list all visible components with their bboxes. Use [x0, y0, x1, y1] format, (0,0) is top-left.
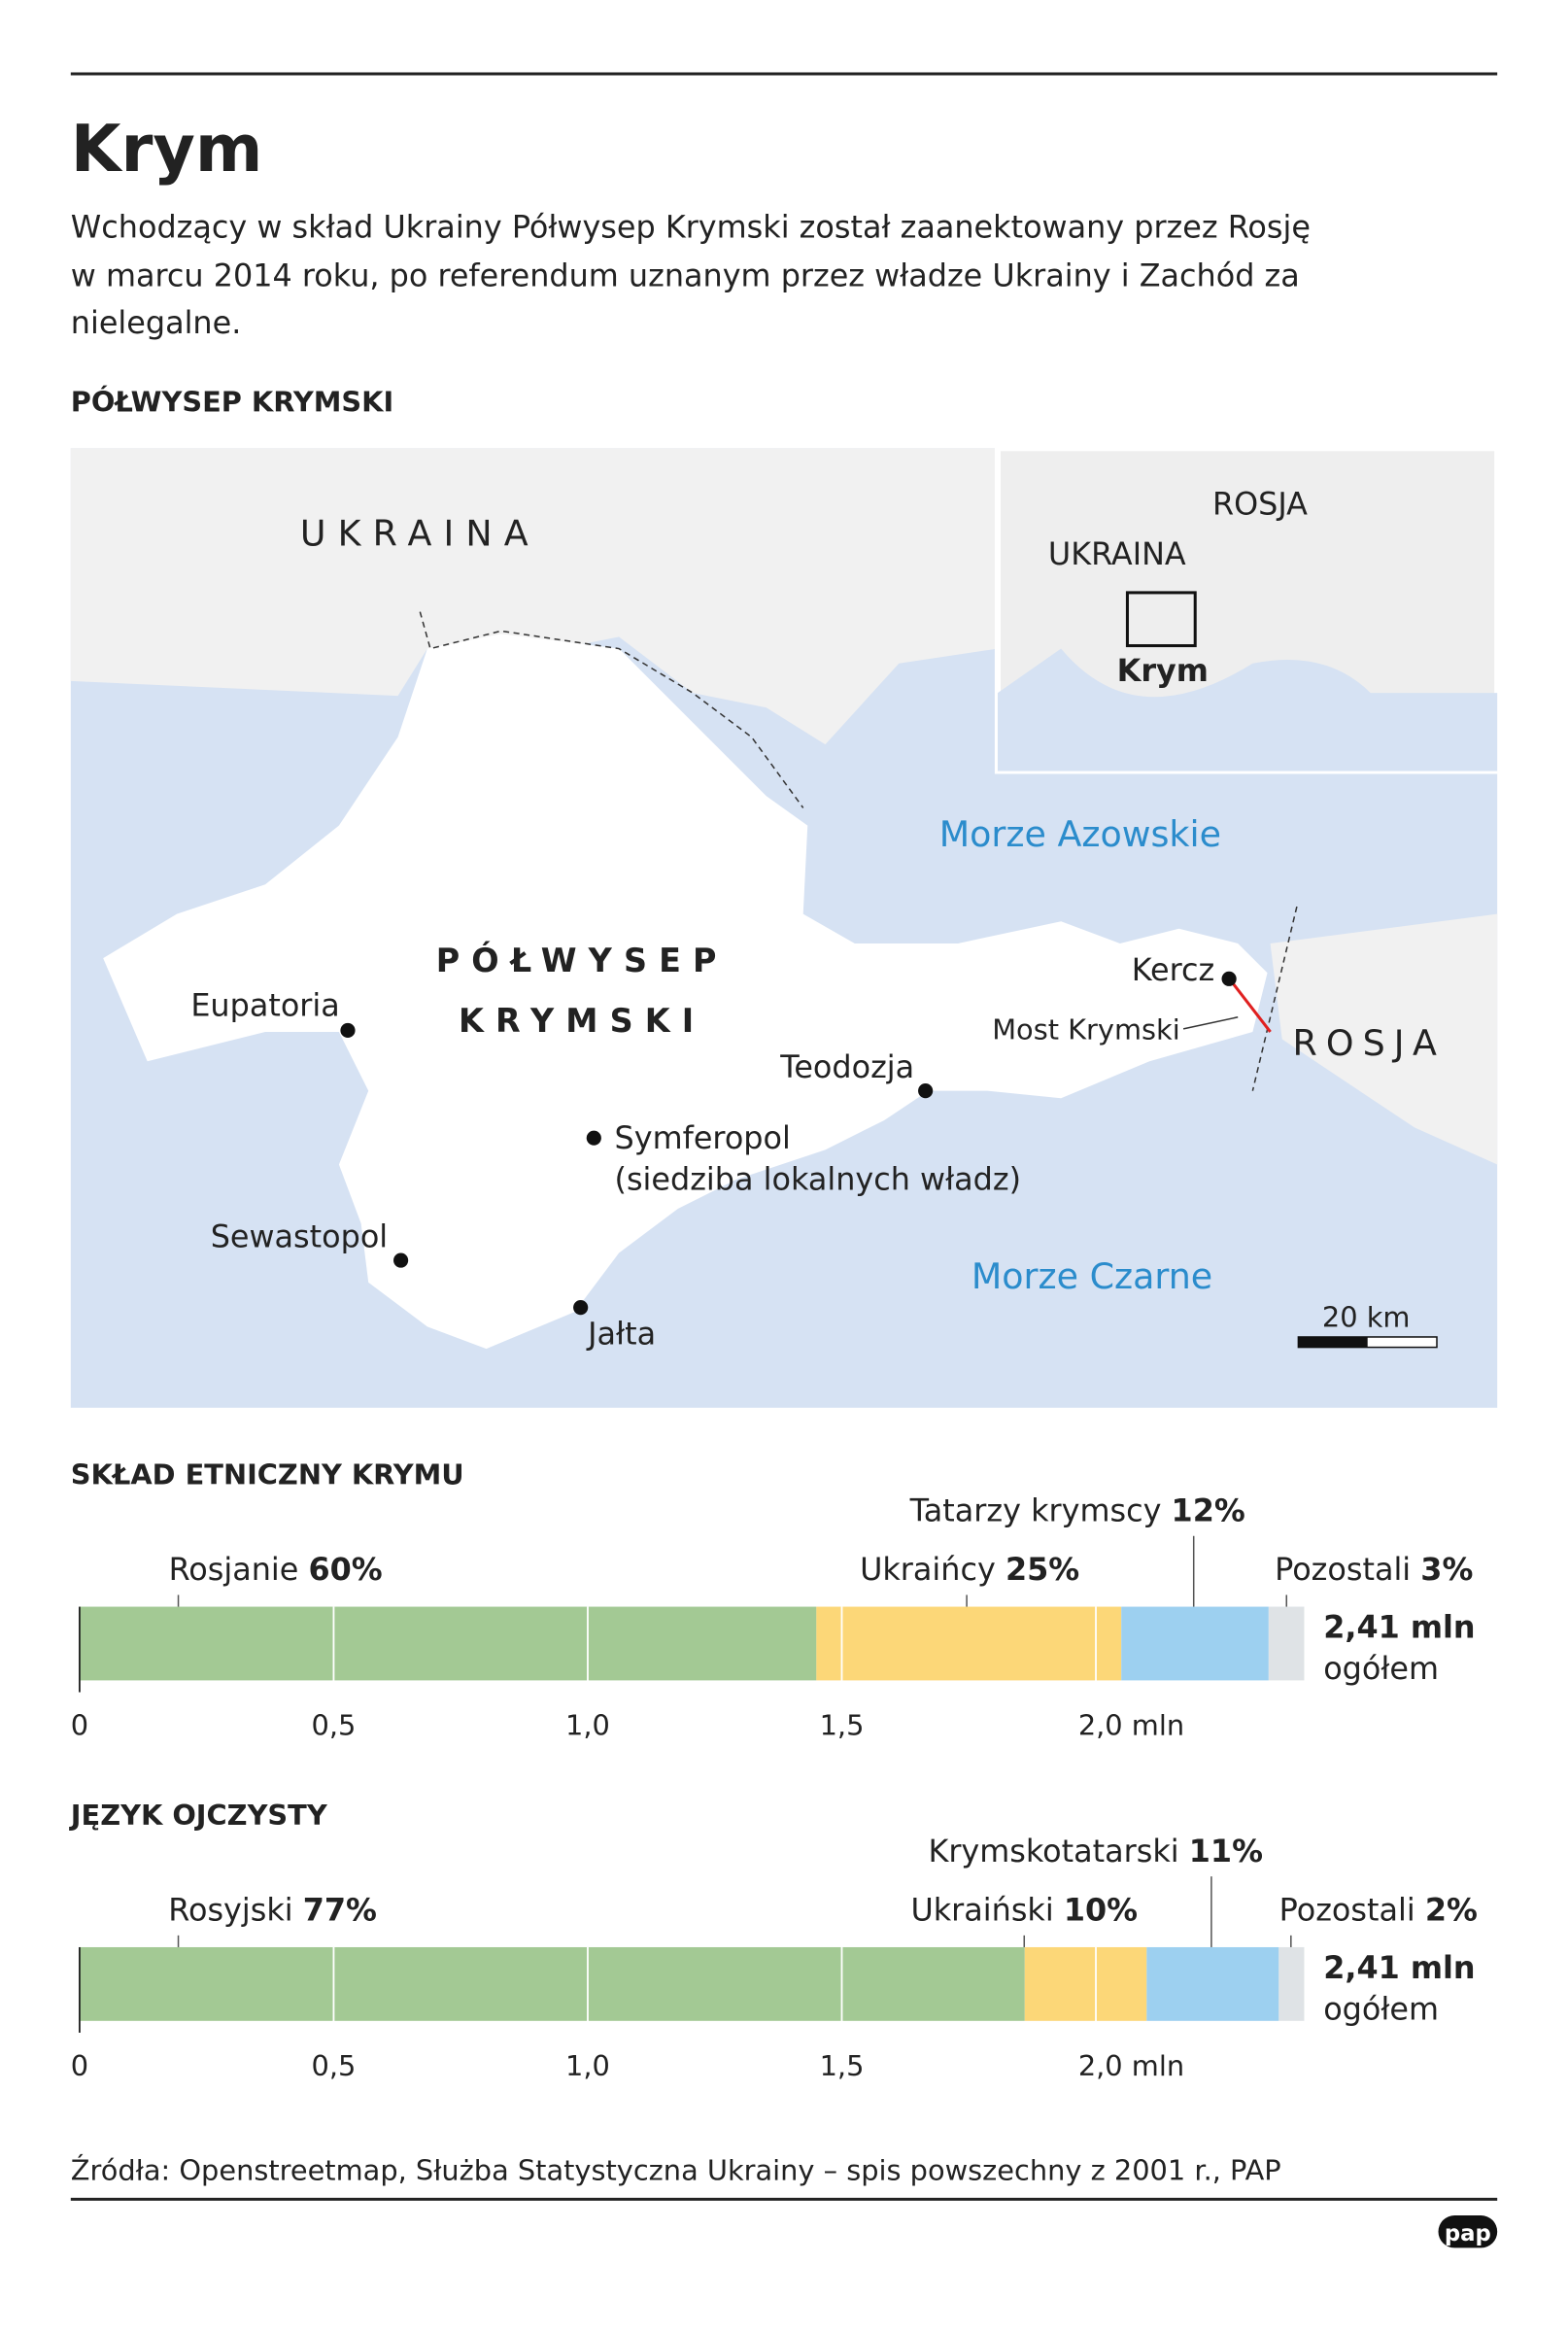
city [340, 1022, 356, 1039]
value-label: 60% [308, 1551, 382, 1588]
segment-label: Krymskotatarski 11% [928, 1833, 1263, 1869]
crimea [103, 634, 1268, 1350]
city [393, 1252, 409, 1268]
region-label: KRYMSKI [459, 1002, 705, 1040]
description: w marcu 2014 roku, po referendum uznanym… [71, 257, 1300, 293]
legend-name: Pozostali [1275, 1551, 1411, 1588]
city [918, 1083, 934, 1099]
segment-label: Ukraińcy 25% [860, 1551, 1079, 1588]
country-label: UKRAINA [300, 512, 540, 554]
logo-text: pap [1445, 2221, 1491, 2246]
segment-label: Pozostali 3% [1275, 1551, 1473, 1588]
border [1251, 906, 1298, 1091]
sea-label: Morze Czarne [971, 1255, 1212, 1297]
x-tick-label: 1,5 [820, 1709, 865, 1742]
city-label: Sewastopol [211, 1217, 388, 1254]
city-label: Symferopol [615, 1119, 791, 1156]
map: ROSJA UKRAINA Krym UKRAINA Morze Azowski… [70, 445, 1501, 1408]
scale-label: 20 km [1322, 1300, 1411, 1333]
segment-label: Rosjanie 60% [169, 1551, 383, 1588]
leader [1182, 1016, 1239, 1030]
description: Wchodzący w skład Ukrainy Półwysep Kryms… [71, 208, 1311, 245]
title: Krym [71, 111, 263, 187]
inset-label: Krym [1117, 652, 1209, 689]
legend-name: Krymskotatarski [928, 1833, 1178, 1869]
scale-bar [1298, 1336, 1368, 1348]
land [1270, 913, 1498, 1165]
country-label: ROSJA [1292, 1022, 1446, 1064]
city-label: Eupatoria [190, 986, 339, 1023]
value-label: 2% [1425, 1892, 1478, 1929]
description: nielegalne. [71, 304, 242, 341]
city [573, 1300, 589, 1316]
inset-frame [1125, 591, 1197, 648]
total-note: ogółem [1323, 1990, 1439, 2027]
legend-name: Rosyjski [168, 1892, 292, 1929]
legend-name: Tatarzy krymscy [909, 1492, 1162, 1529]
bar-segment [816, 1606, 1122, 1681]
city [1221, 971, 1237, 986]
total-label: 2,41 mln [1323, 1608, 1475, 1645]
segment-label: Ukraiński 10% [910, 1892, 1138, 1929]
land [70, 448, 998, 745]
logo [1438, 2215, 1498, 2248]
inset-label: ROSJA [1212, 486, 1308, 523]
bar-segment [1278, 1946, 1305, 2021]
legend-name: Pozostali [1279, 1892, 1415, 1929]
city-label: Teodozja [779, 1048, 914, 1085]
value-label: 3% [1420, 1551, 1473, 1588]
bar-segment [1121, 1606, 1269, 1681]
legend-name: Ukraińcy [860, 1551, 996, 1588]
source: Źródła: Openstreetmap, Służba Statystycz… [71, 2154, 1281, 2187]
city [586, 1130, 601, 1146]
x-tick-label: 2,0 mln [1078, 2049, 1184, 2082]
region-label: PÓŁWYSEP [436, 941, 729, 979]
city-note: (siedziba lokalnych władz) [615, 1160, 1021, 1197]
total-note: ogółem [1323, 1650, 1439, 1687]
inset-sea [997, 648, 1498, 772]
bridge-label: Most Krymski [992, 1013, 1180, 1046]
x-tick-label: 2,0 mln [1078, 1709, 1184, 1742]
section-title: PÓŁWYSEP KRYMSKI [71, 385, 393, 418]
bar-segment [1268, 1606, 1305, 1681]
bar-segment [79, 1606, 817, 1681]
border [419, 611, 804, 808]
value-label: 12% [1172, 1492, 1245, 1529]
total-label: 2,41 mln [1323, 1949, 1475, 1986]
segment-label: Pozostali 2% [1279, 1892, 1478, 1929]
city-label: Jałta [586, 1316, 656, 1353]
value-label: 10% [1064, 1892, 1138, 1929]
bar-segment [1146, 1946, 1279, 2021]
x-tick-label: 1,5 [820, 2049, 865, 2082]
x-tick-label: 0 [71, 2049, 88, 2082]
chart-title: SKŁAD ETNICZNY KRYMU [71, 1458, 464, 1492]
inset-label: UKRAINA [1048, 535, 1186, 572]
legend-name: Ukraiński [910, 1892, 1053, 1929]
charts: SKŁAD ETNICZNY KRYMU Rosjanie 60% Ukraińcy… [69, 1458, 1478, 2082]
bridge-line [1229, 978, 1272, 1033]
sea-label: Morze Azowskie [939, 813, 1221, 855]
city-label: Kercz [1132, 951, 1215, 988]
x-tick-label: 0 [71, 1709, 88, 1742]
value-label: 25% [1006, 1551, 1079, 1588]
bar-segment [1024, 1946, 1147, 2021]
chart-title: JĘZYK OJCZYSTY [69, 1799, 328, 1832]
x-tick-label: 1,0 [565, 1709, 610, 1742]
legend-name: Rosjanie [169, 1551, 299, 1588]
value-label: 77% [303, 1892, 377, 1929]
bar-segment [79, 1946, 1025, 2021]
x-tick-label: 1,0 [565, 2049, 610, 2082]
value-label: 11% [1189, 1833, 1263, 1869]
x-tick-label: 0,5 [312, 1709, 357, 1742]
x-tick-label: 0,5 [312, 2049, 357, 2082]
segment-label: Tatarzy krymscy 12% [909, 1492, 1245, 1529]
segment-label: Rosyjski 77% [168, 1892, 377, 1929]
